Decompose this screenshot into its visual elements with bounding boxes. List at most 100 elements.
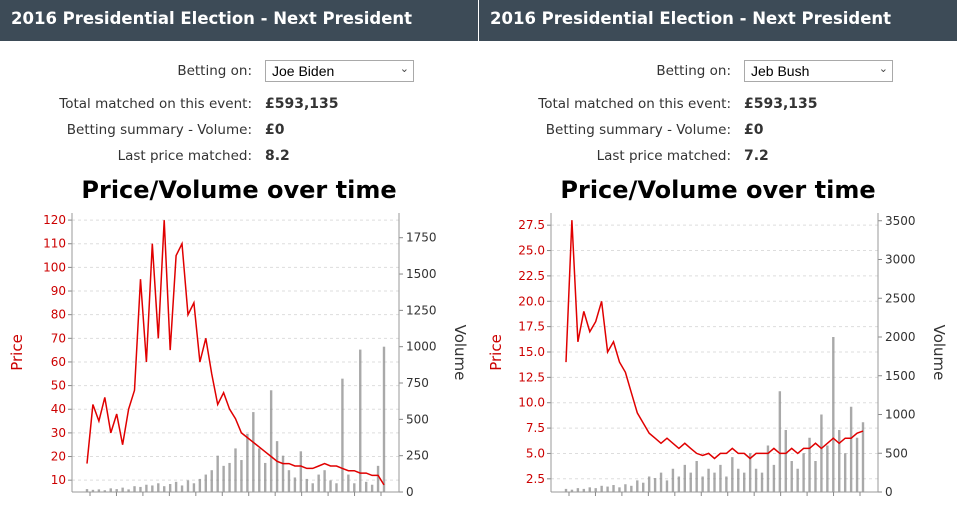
volume-bar (855, 437, 859, 492)
volume-bar (109, 488, 112, 492)
betting-on-select[interactable]: Joe Biden ⌄ (265, 60, 414, 82)
volume-bar (725, 476, 728, 492)
volume-bar (683, 464, 686, 492)
y2-axis-label: Volume (451, 325, 469, 381)
volume-bar (335, 483, 338, 492)
volume-bar (707, 468, 710, 492)
volume-bar (754, 468, 758, 492)
volume-bar (133, 486, 136, 492)
volume-bar (695, 461, 698, 492)
volume-bar (570, 489, 574, 492)
betting-on-value: Joe Biden (272, 63, 335, 79)
plot-area (72, 213, 399, 492)
y2-axis-tick-label: 3000 (885, 253, 916, 267)
volume-bar (594, 488, 597, 492)
y2-axis-tick-label: 1250 (406, 303, 437, 317)
volume-bar (370, 484, 374, 492)
price-line (565, 220, 864, 460)
total-matched-label: Total matched on this event: (59, 96, 252, 112)
volume-bar (701, 476, 704, 492)
volume-bar (689, 472, 692, 492)
chart-title: Price/Volume over time (560, 176, 876, 204)
betting-on-label: Betting on: (656, 63, 731, 79)
y2-axis-tick-label: 750 (406, 376, 429, 390)
betting-on-label: Betting on: (177, 63, 252, 79)
volume-bar (353, 483, 356, 492)
volume-bar (311, 483, 314, 492)
volume-bar (808, 437, 811, 492)
volume-bar (192, 483, 196, 492)
volume-bar (264, 462, 267, 492)
volume-bar (275, 441, 279, 492)
volume-bar (85, 489, 89, 492)
volume-bar (784, 430, 787, 492)
volume-bar (731, 457, 734, 492)
volume-bar (376, 465, 380, 492)
volume-bar (618, 487, 621, 492)
total-matched-value: £593,135 (265, 96, 339, 112)
volume-bar (252, 412, 255, 492)
y-axis-tick-label: 100 (43, 260, 66, 274)
volume-bar (210, 470, 213, 492)
volume-bar (576, 488, 580, 492)
volume-bar (258, 448, 261, 492)
volume-bar (665, 480, 669, 492)
volume-bar (588, 487, 591, 492)
y2-axis-tick-label: 250 (406, 449, 429, 463)
y-axis-tick-label: 30 (51, 426, 66, 440)
volume-bar (157, 483, 160, 492)
volume-bar (287, 470, 291, 492)
y2-axis-tick-label: 3500 (885, 214, 916, 228)
volume-bar (163, 486, 166, 492)
total-matched-value: £593,135 (744, 96, 818, 112)
y-axis-tick-label: 5.0 (526, 446, 545, 460)
y-axis-tick-label: 7.5 (526, 421, 545, 435)
volume-bar (97, 489, 101, 492)
volume-bar (139, 486, 142, 492)
volume-bar (127, 489, 130, 492)
header-title: 2016 Presidential Election - Next Presid… (490, 9, 892, 28)
y2-axis-tick-label: 1500 (885, 369, 916, 383)
y-axis-tick-label: 110 (43, 237, 66, 251)
volume-bar (671, 468, 675, 492)
betting-on-select[interactable]: Jeb Bush ⌄ (744, 60, 893, 82)
volume-bar (269, 390, 273, 492)
volume-bar (677, 476, 681, 492)
volume-bar (636, 480, 639, 492)
volume-bar (329, 480, 332, 492)
volume-bar (293, 477, 297, 492)
y-axis-tick-label: 27.5 (518, 218, 545, 232)
y-axis-label: Price (487, 334, 505, 371)
volume-bar (204, 474, 207, 492)
volume-bar (612, 485, 615, 492)
y-axis-tick-label: 80 (51, 308, 66, 322)
y-axis-tick-label: 40 (51, 402, 66, 416)
summary-value: £0 (265, 122, 285, 138)
y-axis-tick-label: 17.5 (518, 320, 545, 334)
volume-bar (843, 453, 847, 492)
total-matched-label: Total matched on this event: (538, 96, 731, 112)
volume-bar (772, 464, 776, 492)
volume-bar (121, 487, 124, 492)
plot-area (551, 213, 878, 492)
y2-axis-tick-label: 1000 (406, 340, 437, 354)
volume-bar (216, 455, 219, 492)
volume-bar (796, 468, 799, 492)
summary-value: £0 (744, 122, 764, 138)
volume-bar (606, 486, 609, 492)
volume-bar (91, 489, 95, 492)
volume-bar (659, 472, 663, 492)
volume-bar (222, 465, 225, 492)
volume-bar (582, 488, 586, 492)
volume-bar (719, 464, 722, 492)
volume-bar (826, 445, 829, 492)
volume-bar (347, 474, 350, 492)
volume-bar (240, 460, 243, 492)
volume-bar (323, 470, 326, 492)
y-axis-tick-label: 15.0 (518, 345, 545, 359)
volume-bar (766, 445, 770, 492)
y-axis-tick-label: 10 (51, 473, 66, 487)
volume-bar (790, 461, 793, 492)
last-price-label: Last price matched: (117, 148, 252, 164)
y-axis-tick-label: 50 (51, 379, 66, 393)
